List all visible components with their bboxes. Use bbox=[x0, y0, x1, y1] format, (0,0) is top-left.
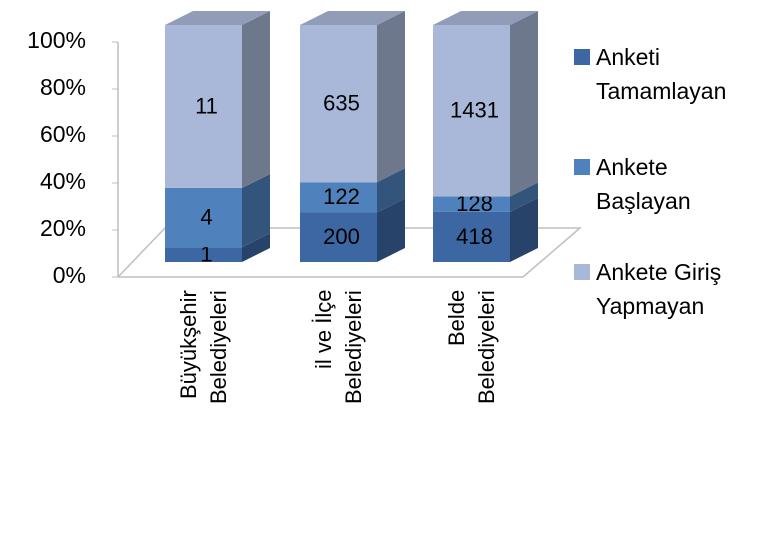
bar-top bbox=[433, 11, 538, 25]
bar-side bbox=[510, 11, 538, 197]
floor bbox=[116, 227, 583, 278]
bar bbox=[433, 196, 510, 212]
x-tick-label: Belde Belediyeleri bbox=[443, 290, 499, 404]
legend-swatch bbox=[574, 49, 590, 65]
bar bbox=[300, 212, 377, 262]
x-tick-label: Büyükşehir Belediyeleri bbox=[175, 290, 231, 404]
bar-side bbox=[242, 233, 270, 262]
bar-side bbox=[242, 173, 270, 248]
bar bbox=[300, 25, 377, 183]
bar bbox=[433, 211, 510, 262]
data-label: 418 bbox=[456, 224, 493, 249]
y-tick-label: 0% bbox=[53, 262, 86, 288]
legend-swatch bbox=[574, 264, 590, 280]
bar-side bbox=[510, 197, 538, 262]
x-tick-label: il ve İlçe Belediyeleri bbox=[310, 290, 366, 404]
y-tick-label: 100% bbox=[27, 27, 86, 53]
bar bbox=[165, 25, 242, 188]
bar-side bbox=[510, 182, 538, 212]
legend-item: Ankete Giriş Yapmayan bbox=[574, 255, 768, 323]
bar bbox=[165, 247, 242, 262]
data-label: 4 bbox=[200, 204, 212, 229]
bar-side bbox=[377, 198, 405, 262]
data-label: 1431 bbox=[450, 98, 499, 123]
data-label: 635 bbox=[323, 90, 360, 115]
legend-swatch bbox=[574, 159, 590, 175]
data-label: 122 bbox=[323, 184, 360, 209]
bar bbox=[433, 25, 510, 197]
bar-side bbox=[377, 168, 405, 213]
legend-item: Anketi Tamamlayan bbox=[574, 40, 768, 108]
y-tick-label: 20% bbox=[40, 215, 86, 241]
bar bbox=[165, 187, 242, 248]
y-tick-label: 40% bbox=[40, 168, 86, 194]
bar-side bbox=[377, 11, 405, 183]
data-label: 200 bbox=[323, 224, 360, 249]
y-tick-label: 80% bbox=[40, 74, 86, 100]
y-tick-label: 60% bbox=[40, 121, 86, 147]
bar bbox=[300, 182, 377, 213]
bar-top bbox=[300, 11, 405, 25]
bar-top bbox=[165, 11, 270, 25]
legend-item: Ankete Başlayan bbox=[574, 150, 768, 218]
data-label: 1 bbox=[200, 241, 212, 266]
bar-side bbox=[242, 11, 270, 188]
data-label: 11 bbox=[195, 93, 218, 118]
